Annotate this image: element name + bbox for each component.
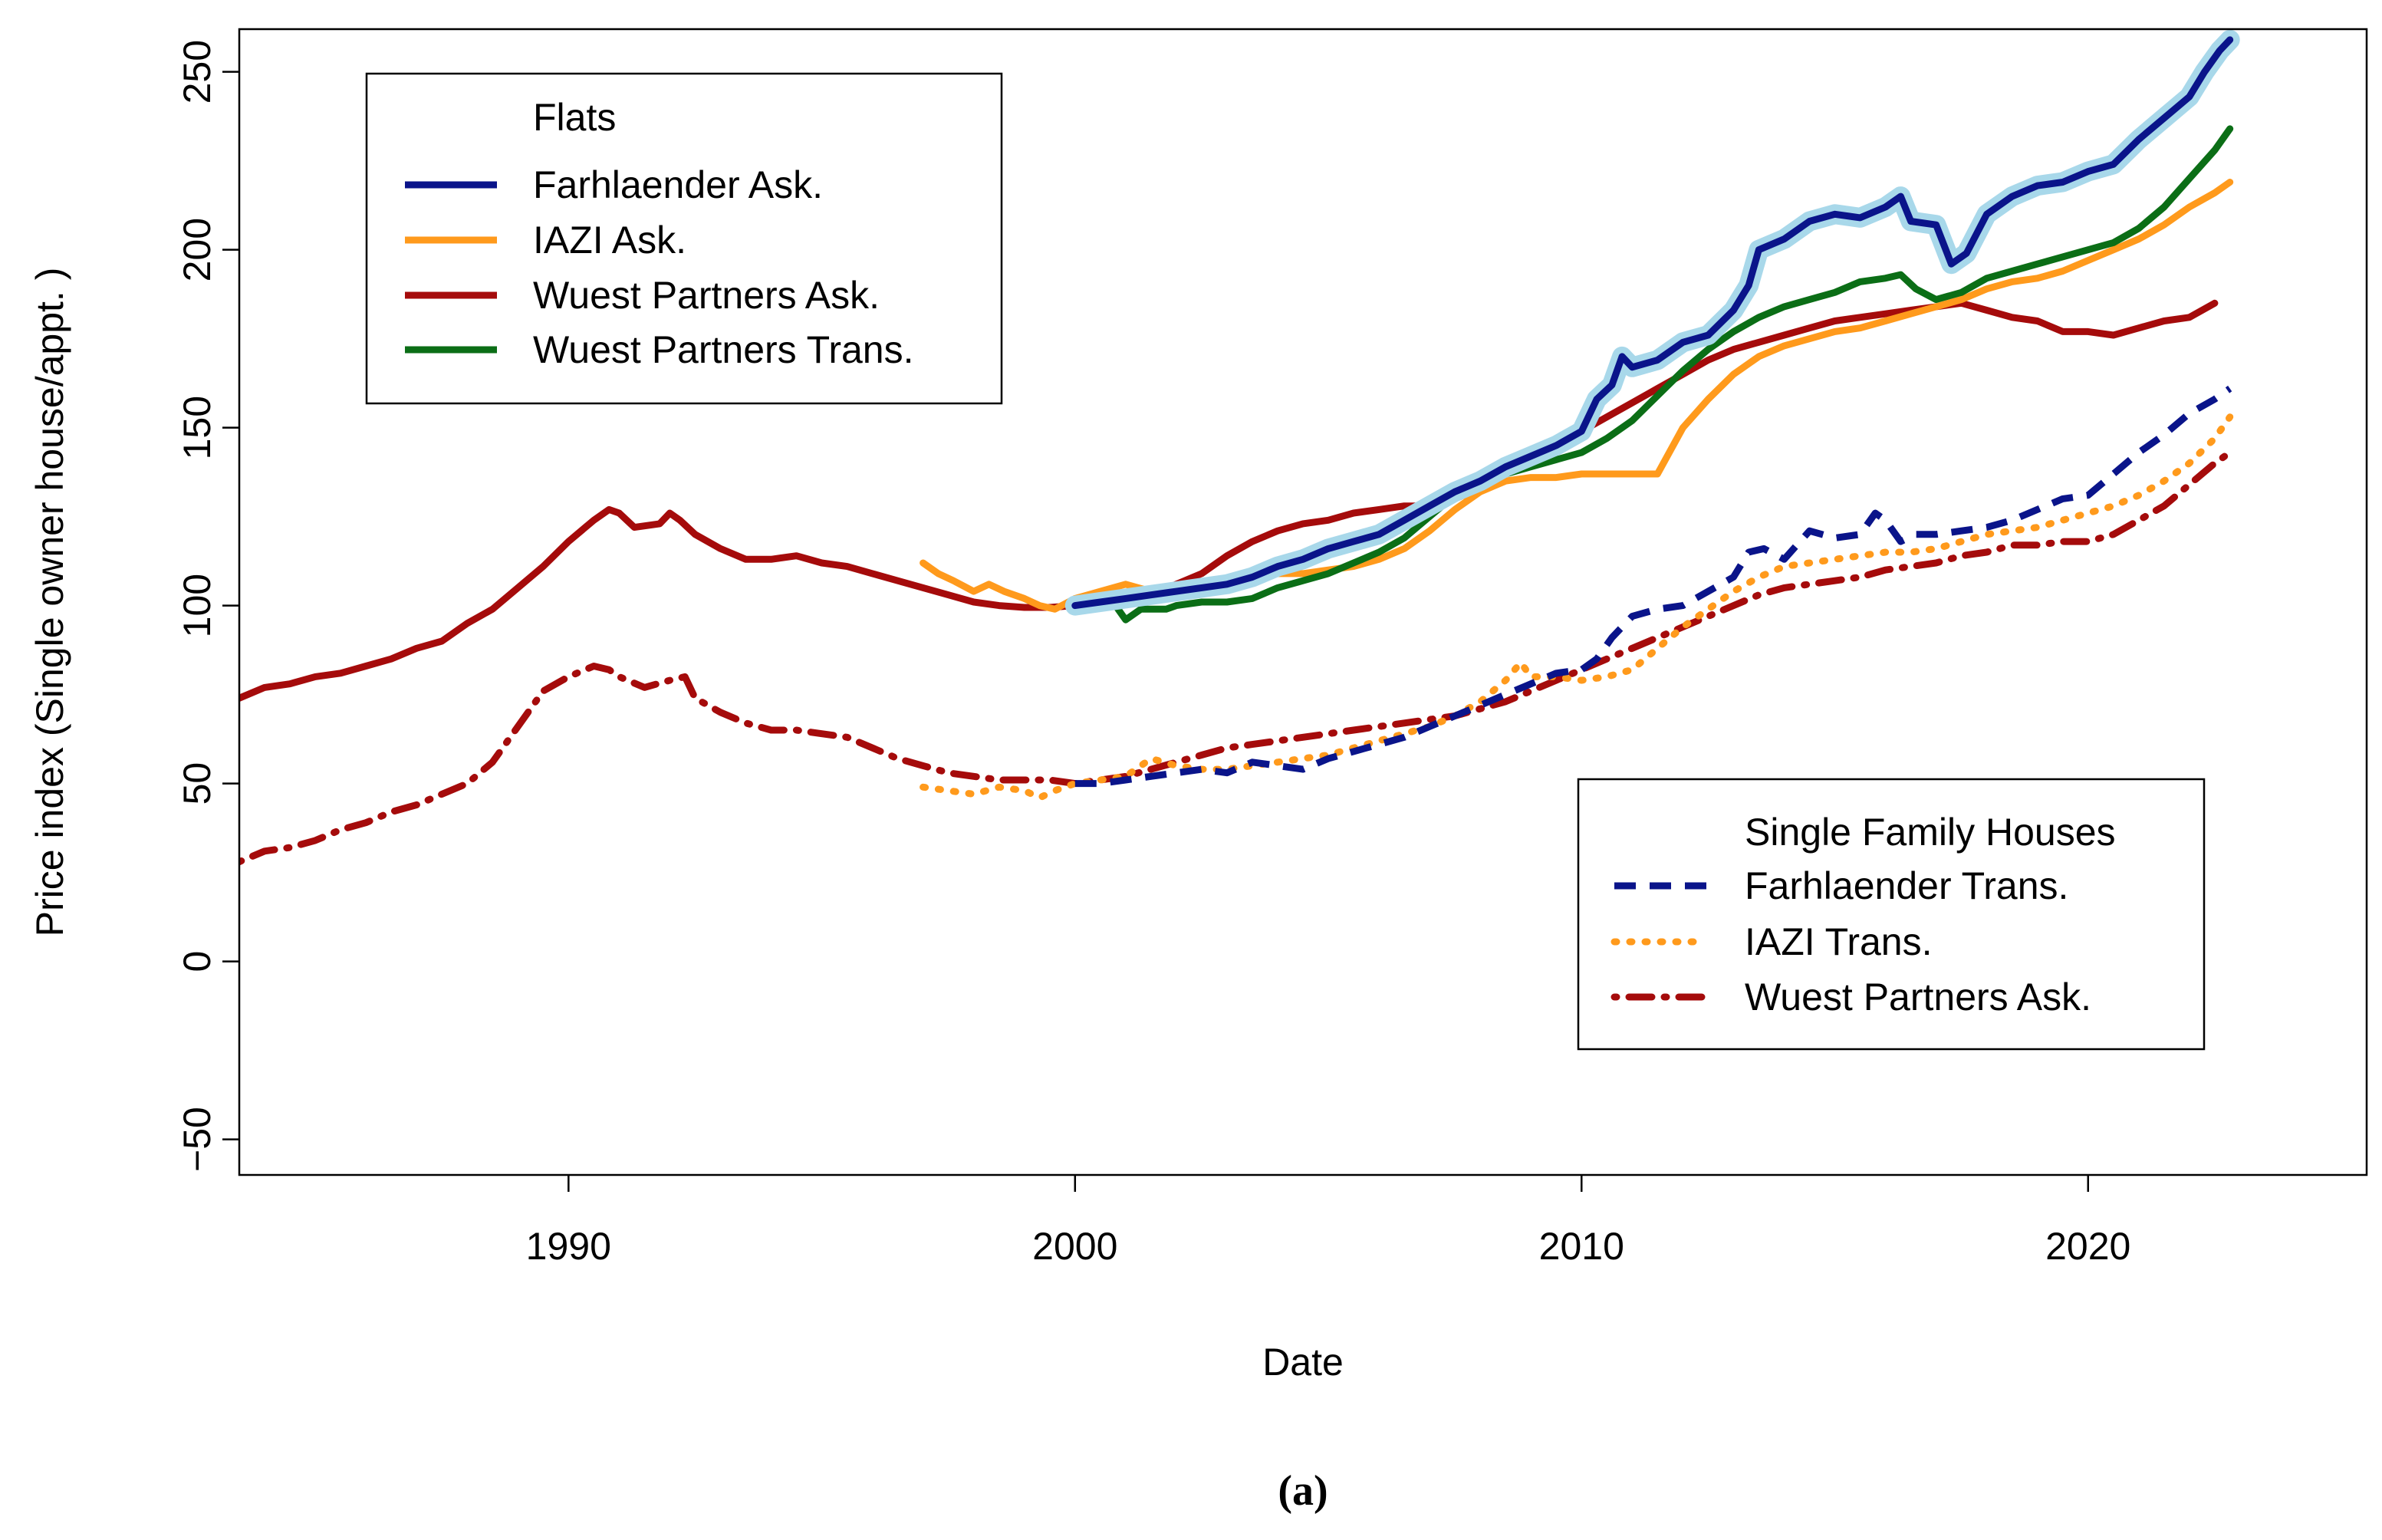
x-tick-label: 2020 — [2045, 1225, 2130, 1268]
x-axis: 1990 2000 2010 2020 — [526, 1175, 2130, 1268]
y-axis-label: Price index (Single owner house/appt. ) — [28, 268, 71, 937]
series-line-flats-wuest-ask — [239, 299, 2219, 702]
legend-label-flats-farhlaender-ask: Farhlaender Ask. — [533, 163, 823, 206]
legend-label-flats-wuest-ask: Wuest Partners Ask. — [533, 274, 880, 317]
legend-label-sfh-farhlaender-trans: Farhlaender Trans. — [1745, 864, 2068, 907]
x-axis-label: Date — [1262, 1341, 1344, 1384]
legend-label-sfh-wuest-ask: Wuest Partners Ask. — [1745, 976, 2091, 1018]
y-tick-label: 100 — [176, 574, 219, 637]
series-line-flats-wuest-trans — [1071, 125, 2234, 624]
legend-label-flats-wuest-trans: Wuest Partners Trans. — [533, 328, 913, 371]
legend-label-sfh-iazi-trans: IAZI Trans. — [1745, 920, 1933, 963]
x-tick-label: 1990 — [526, 1225, 611, 1268]
x-tick-label: 2010 — [1539, 1225, 1624, 1268]
y-tick-label: 200 — [176, 218, 219, 281]
series-line-sfh-wuest-ask — [239, 449, 2234, 866]
y-tick-label: 50 — [176, 762, 219, 805]
legend-flats-title: Flats — [533, 96, 616, 139]
legend-sfh-box — [1577, 778, 2206, 1051]
series-layer — [239, 29, 2240, 866]
legend-flats: Flats Farhlaender Ask. IAZI Ask. Wuest P… — [365, 72, 1003, 405]
figure-caption: (a) — [1278, 1467, 1328, 1515]
series-line-flats-farhlaender-ask — [1071, 36, 2234, 610]
legend-sfh-title: Single Family Houses — [1745, 811, 2116, 854]
x-tick-label: 2000 — [1032, 1225, 1117, 1268]
y-tick-label: −50 — [176, 1107, 219, 1172]
y-tick-label: 250 — [176, 40, 219, 104]
legend-single-family-houses: Single Family Houses Farhlaender Trans. … — [1577, 778, 2206, 1051]
plot-frame — [238, 28, 2368, 1176]
legend-label-flats-iazi-ask: IAZI Ask. — [533, 219, 686, 262]
y-axis: −50 0 50 100 150 200 250 — [176, 40, 239, 1172]
y-tick-label: 0 — [176, 951, 219, 972]
series-line-sfh-farhlaender-trans — [1074, 385, 2232, 788]
y-tick-label: 150 — [176, 396, 219, 459]
